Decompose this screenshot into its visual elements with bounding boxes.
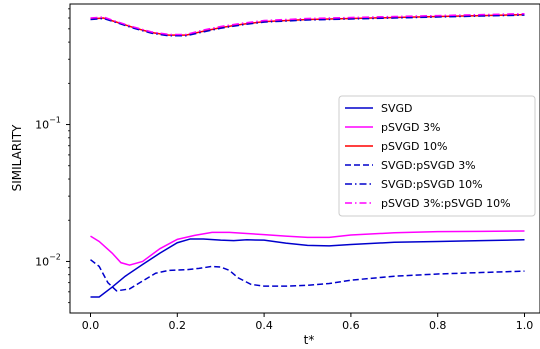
axes-layer	[69, 3, 540, 314]
x-tick-label: 0.2	[169, 319, 187, 332]
series-line-4	[90, 14, 525, 37]
ticks-layer: 0.0 0.2 0.4 0.6 0.8 1.0 10−2 10−1	[35, 8, 534, 332]
x-axis-label: t*	[304, 333, 315, 347]
x-tick-label: 1.0	[516, 319, 534, 332]
legend-entry-label: pSVGD 10%	[381, 140, 447, 153]
x-tick-label: 0.8	[429, 319, 447, 332]
x-tick-label: 0.6	[342, 319, 360, 332]
series-layer	[90, 12, 525, 298]
legend: SVGD pSVGD 3% pSVGD 10% SVGD:pSVGD 3% SVGD:p…	[338, 95, 536, 217]
legend-box	[338, 95, 536, 217]
y-tick-label: 10−1	[35, 116, 61, 132]
legend-entry-label: SVGD:pSVGD 10%	[381, 178, 483, 191]
y-tick-label: 10−2	[35, 252, 61, 268]
y-axis-label: SIMILARITY	[10, 124, 24, 191]
series-line-2	[90, 13, 525, 36]
series-line-3	[90, 259, 525, 292]
x-tick-label: 0.0	[82, 319, 100, 332]
series-line-1	[90, 230, 525, 266]
legend-entry-label: pSVGD 3%	[381, 121, 440, 134]
legend-entry-label: SVGD:pSVGD 3%	[381, 159, 476, 172]
plot-frame	[69, 3, 540, 314]
legend-entry-label: pSVGD 3%:pSVGD 10%	[381, 197, 511, 210]
series-line-0	[90, 238, 525, 298]
legend-entry-label: SVGD	[381, 102, 413, 115]
series-line-5	[90, 12, 525, 36]
x-tick-label: 0.4	[255, 319, 273, 332]
